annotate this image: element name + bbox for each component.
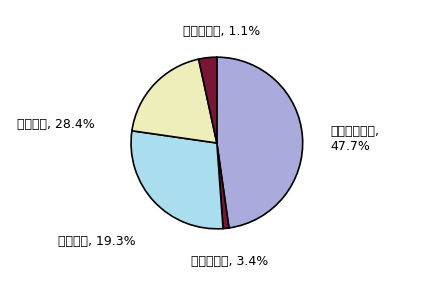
Wedge shape bbox=[198, 57, 217, 143]
Text: 極めて容易, 3.4%: 極めて容易, 3.4% bbox=[191, 255, 268, 268]
Wedge shape bbox=[217, 143, 228, 229]
Wedge shape bbox=[132, 59, 217, 143]
Text: すでに実施済,
47.7%: すでに実施済, 47.7% bbox=[329, 125, 378, 153]
Text: やや容易, 19.3%: やや容易, 19.3% bbox=[58, 235, 135, 248]
Wedge shape bbox=[217, 57, 302, 228]
Text: やや困難, 28.4%: やや困難, 28.4% bbox=[17, 118, 95, 131]
Text: 極めて困難, 1.1%: 極めて困難, 1.1% bbox=[182, 25, 259, 38]
Wedge shape bbox=[131, 131, 223, 229]
